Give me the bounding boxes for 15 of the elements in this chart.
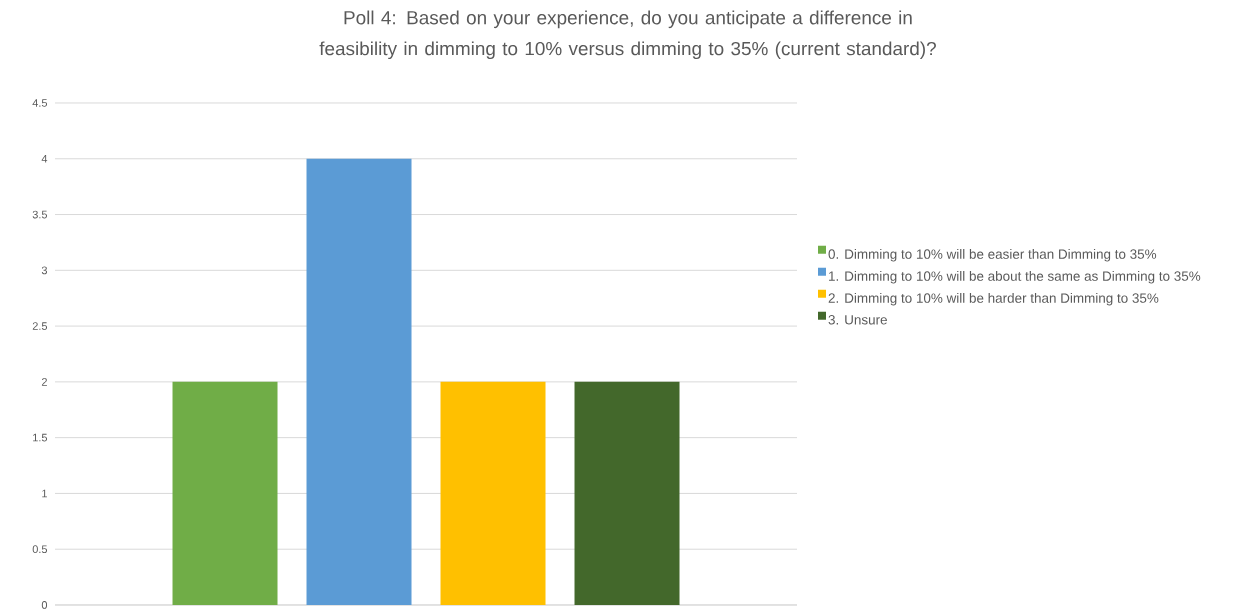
legend-label: 3. Unsure — [828, 314, 887, 325]
y-tick-label: 4 — [41, 155, 48, 163]
y-tick-label: 2.5 — [32, 322, 48, 330]
y-tick-label: 1.5 — [33, 433, 48, 442]
y-tick-label: 3.5 — [32, 210, 48, 219]
legend-label: 0. Dimming to 10% will be easier than Dimming to 35% — [828, 248, 1157, 262]
y-tick-label: 3 — [41, 266, 48, 275]
y-tick-label: 4.5 — [32, 99, 48, 107]
legend-label: 2. Dimming to 10% will be harder than Dimming to 35% — [828, 292, 1159, 306]
chart-title: Poll 4: Based on your experience, do you anticipate a difference in feasibility in dimming to 10% versus dimming to 35% (current standard)? — [319, 10, 936, 60]
y-tick-label: 2 — [41, 378, 47, 386]
y-tick-label: 1 — [42, 489, 47, 498]
y-tick-label: 0 — [41, 601, 48, 609]
y-tick-label: 0.5 — [32, 545, 48, 554]
legend-label: 1. Dimming to 10% will be about the same as Dimming to 35% — [829, 270, 1201, 284]
